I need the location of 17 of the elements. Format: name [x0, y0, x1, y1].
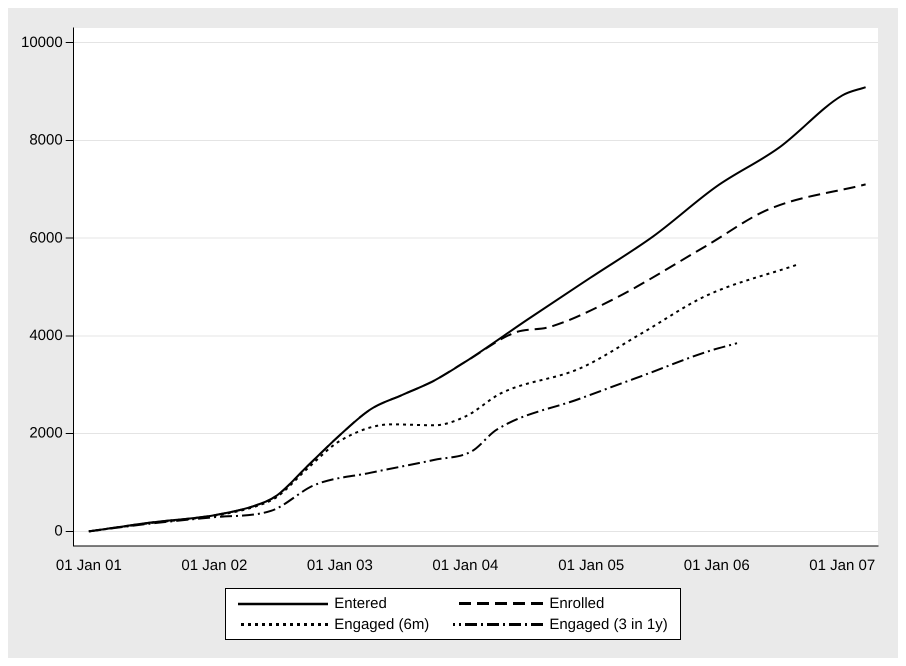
legend-label: Enrolled — [549, 595, 604, 612]
x-tick-label: 01 Jan 03 — [306, 557, 373, 574]
legend-label: Engaged (6m) — [334, 616, 430, 633]
text: Entered — [334, 595, 387, 612]
x-tick-label: 01 Jan 06 — [684, 557, 750, 574]
legend-label: Engaged (3 in 1y) — [549, 616, 668, 633]
y-tick-label: 8000 — [29, 132, 63, 149]
y-tick-label: 10000 — [20, 34, 63, 51]
y-tick-label: 6000 — [29, 229, 63, 246]
y-tick-label: 0 — [54, 522, 63, 540]
x-tick-label: 01 Jan 05 — [558, 557, 624, 574]
x-tick-label: 01 Jan 01 — [56, 557, 122, 574]
x-tick-label: 01 Jan 07 — [809, 557, 876, 574]
y-tick-label: 4000 — [29, 327, 63, 344]
x-tick-label: 01 Jan 04 — [432, 557, 498, 574]
x-tick-label: 01 Jan 02 — [181, 557, 248, 574]
y-tick-label: 2000 — [29, 424, 63, 442]
